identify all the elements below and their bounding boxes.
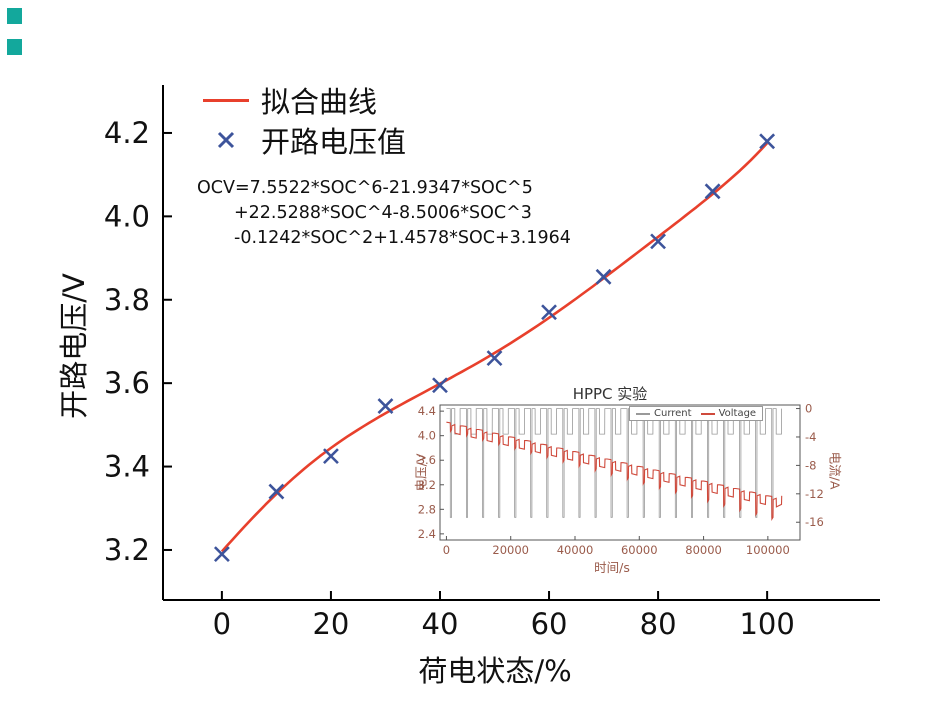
inset-right-tick-label: -12	[805, 487, 824, 501]
y-tick-label: 3.8	[104, 283, 150, 317]
current-line-swatch	[636, 412, 650, 415]
inset-frame	[439, 404, 801, 541]
inset-legend: Current Voltage	[629, 406, 764, 421]
data-point-x-marker	[323, 448, 339, 465]
data-point-x-marker	[704, 183, 721, 200]
equation-line-3: -0.1242*SOC^2+1.4578*SOC+3.1964	[234, 228, 571, 248]
equation-line-1: OCV=7.5522*SOC^6-21.9347*SOC^5	[197, 178, 533, 198]
y-tick-label: 3.6	[104, 366, 150, 400]
data-point-x-marker	[432, 377, 448, 394]
x-axis-title: 荷电状态/%	[418, 654, 572, 688]
x-tick-label: 100	[739, 607, 794, 641]
inset-left-axis-title: 电压/V	[413, 453, 429, 492]
data-point-x-marker	[759, 133, 776, 150]
x-tick-label: 20	[312, 607, 349, 641]
inset-right-tick-label: -8	[805, 458, 816, 472]
data-point-x-marker	[213, 546, 230, 563]
legend-item-fit: 拟合曲线	[203, 80, 406, 120]
equation-line-2: +22.5288*SOC^4-8.5006*SOC^3	[234, 203, 532, 223]
inset-left-tick-label: 3.2	[418, 478, 436, 492]
y-tick-label: 3.4	[104, 450, 150, 484]
inset-voltage-series	[446, 421, 783, 522]
fit-curve	[220, 142, 769, 553]
x-marker-icon	[203, 129, 249, 151]
inset-left-tick-label: 2.8	[418, 502, 436, 516]
inset-legend-current-label: Current	[654, 408, 692, 419]
inset-x-axis-title: 时间/s	[594, 560, 630, 575]
inset-x-tick-label: 20000	[492, 543, 529, 557]
legend: 拟合曲线 开路电压值	[203, 80, 406, 160]
y-tick-label: 4.0	[104, 199, 150, 233]
inset-left-tick-label: 3.6	[418, 453, 436, 467]
data-point-x-marker	[268, 483, 285, 500]
x-tick-label: 40	[422, 607, 459, 641]
inset-left-tick-label: 4.4	[418, 404, 436, 418]
data-point-x-marker	[377, 398, 394, 415]
teal-square-icon	[7, 39, 22, 55]
data-point-x-marker	[650, 233, 667, 250]
inset-x-tick-label: 80000	[685, 543, 722, 557]
x-tick-label: 60	[531, 607, 568, 641]
inset-right-axis-title: 电流/A	[827, 451, 843, 490]
inset-current-series	[446, 408, 782, 518]
voltage-line-swatch	[700, 412, 715, 415]
inset-left-tick-label: 2.4	[418, 527, 436, 541]
inset-legend-current: Current	[636, 408, 692, 419]
fit-equation: OCV=7.5522*SOC^6-21.9347*SOC^5 +22.5288*…	[197, 176, 571, 251]
data-point-x-marker	[595, 268, 612, 285]
inset-right-tick-label: -16	[805, 515, 824, 529]
x-tick-label: 80	[640, 607, 677, 641]
inset-right-tick-label: -4	[805, 430, 816, 444]
data-point-x-marker	[486, 350, 503, 367]
legend-label-points: 开路电压值	[261, 125, 407, 159]
inset-x-tick-label: 40000	[557, 543, 594, 557]
fit-line-swatch	[203, 98, 249, 102]
legend-label-fit: 拟合曲线	[261, 85, 378, 119]
inset-legend-voltage: Voltage	[700, 408, 757, 419]
y-axis-title: 开路电压/V	[57, 273, 91, 419]
inset-left-tick-label: 4.0	[418, 429, 436, 443]
data-point-x-marker	[541, 304, 557, 321]
teal-square-icon	[7, 8, 22, 24]
y-tick-label: 3.2	[104, 533, 150, 567]
y-tick-label: 4.2	[104, 116, 150, 150]
inset-title: HPPC 实验	[572, 385, 648, 403]
inset-x-tick-label: 100000	[746, 543, 790, 557]
inset-x-tick-label: 0	[443, 543, 450, 557]
inset-x-tick-label: 60000	[621, 543, 658, 557]
legend-item-points: 开路电压值	[203, 120, 406, 160]
x-tick-label: 0	[213, 607, 231, 641]
inset-legend-voltage-label: Voltage	[718, 408, 757, 419]
inset-right-tick-label: 0	[805, 402, 812, 416]
